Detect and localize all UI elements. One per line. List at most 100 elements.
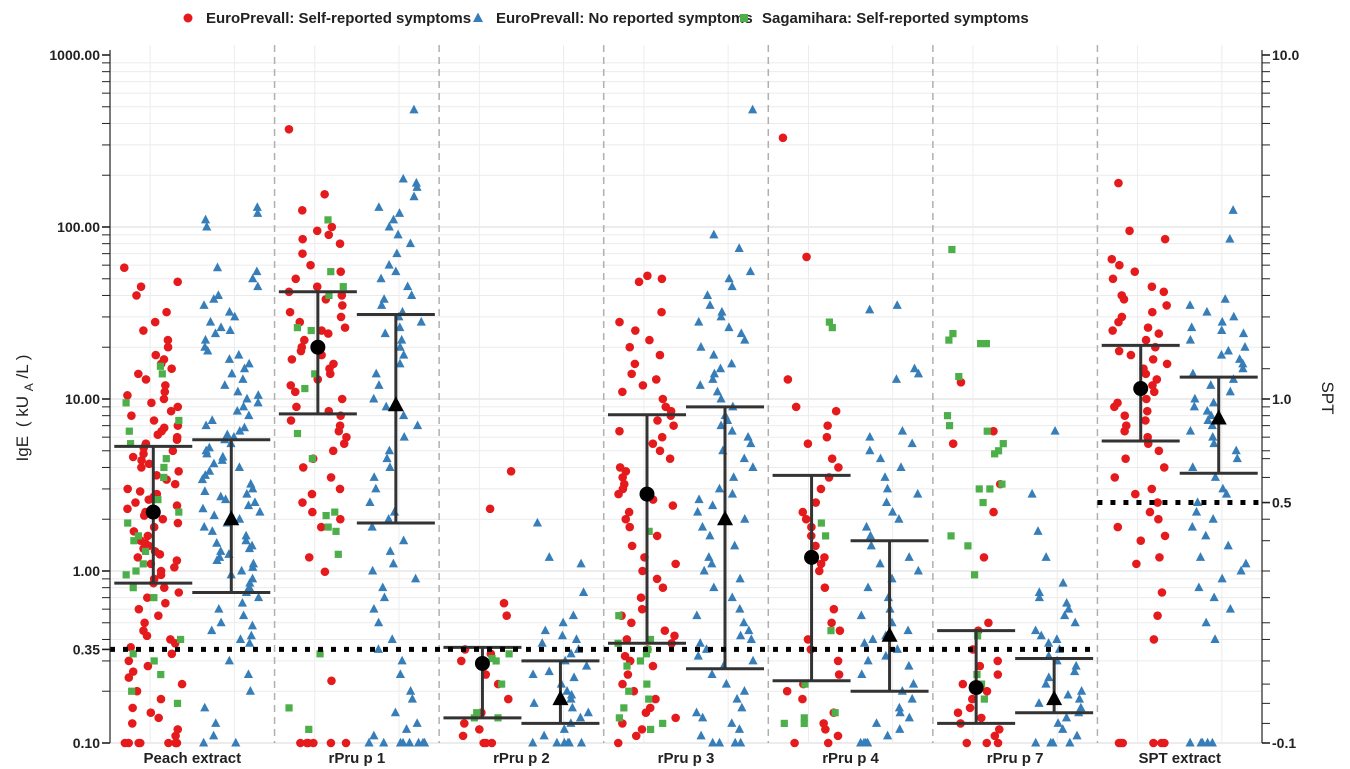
data-point-symptoms — [1143, 323, 1153, 332]
data-point-no-symptoms — [708, 374, 718, 383]
data-point-no-symptoms — [557, 630, 568, 640]
data-point-symptoms — [317, 326, 326, 335]
data-point-sagamihara — [615, 714, 623, 722]
data-point-no-symptoms — [1185, 737, 1195, 747]
data-point-symptoms — [174, 588, 184, 597]
data-point-no-symptoms — [708, 737, 718, 747]
data-point-symptoms — [123, 504, 132, 514]
data-point-symptoms — [144, 495, 154, 504]
data-point-no-symptoms — [697, 521, 708, 531]
data-point-symptoms — [778, 133, 788, 143]
data-point-sagamihara — [983, 427, 991, 435]
data-point-no-symptoms — [559, 724, 569, 733]
data-point-no-symptoms — [250, 497, 260, 507]
median-marker — [968, 680, 984, 696]
data-point-symptoms — [655, 350, 665, 360]
data-point-symptoms — [337, 394, 347, 404]
data-point-symptoms — [133, 553, 143, 562]
data-point-sagamihara — [339, 283, 347, 291]
data-point-symptoms — [660, 626, 670, 635]
data-point-symptoms — [637, 725, 647, 734]
data-point-no-symptoms — [239, 422, 250, 432]
data-point-no-symptoms — [1209, 592, 1219, 602]
data-point-symptoms — [164, 738, 173, 748]
data-point-no-symptoms — [694, 494, 704, 504]
data-point-symptoms — [286, 381, 296, 390]
data-point-sagamihara — [979, 498, 987, 507]
data-point-no-symptoms — [1210, 472, 1221, 481]
data-point-no-symptoms — [1043, 638, 1054, 647]
threshold-layer — [110, 500, 1262, 652]
data-point-symptoms — [1110, 473, 1120, 482]
data-point-no-symptoms — [1065, 737, 1075, 747]
data-point-no-symptoms — [391, 266, 401, 276]
data-point-no-symptoms — [892, 644, 903, 653]
data-point-sagamihara — [324, 216, 332, 224]
data-point-no-symptoms — [369, 393, 379, 403]
data-point-no-symptoms — [696, 342, 706, 351]
data-point-no-symptoms — [698, 712, 708, 722]
data-point-symptoms — [286, 416, 296, 425]
data-point-no-symptoms — [371, 483, 381, 493]
data-point-symptoms — [790, 738, 799, 748]
data-point-symptoms — [142, 593, 152, 602]
data-point-symptoms — [150, 317, 160, 327]
data-point-symptoms — [1148, 381, 1157, 390]
data-point-no-symptoms — [411, 177, 421, 187]
data-point-symptoms — [312, 226, 322, 236]
data-point-no-symptoms — [224, 655, 234, 665]
data-point-symptoms — [989, 426, 998, 436]
data-point-no-symptoms — [214, 603, 224, 613]
data-point-symptoms — [962, 738, 972, 748]
data-point-no-symptoms — [397, 655, 407, 665]
data-point-sagamihara — [492, 657, 500, 665]
data-point-sagamihara — [800, 714, 808, 722]
data-point-no-symptoms — [875, 558, 885, 568]
data-point-no-symptoms — [209, 458, 219, 468]
data-point-no-symptoms — [1062, 597, 1072, 607]
data-point-sagamihara — [173, 699, 182, 707]
data-point-sagamihara — [964, 542, 972, 550]
data-point-no-symptoms — [566, 689, 577, 699]
data-point-symptoms — [325, 369, 335, 379]
data-point-sagamihara — [642, 650, 651, 658]
data-point-no-symptoms — [567, 702, 577, 712]
data-point-symptoms — [139, 449, 148, 459]
data-point-symptoms — [296, 738, 305, 748]
data-point-symptoms — [1162, 301, 1171, 310]
data-point-symptoms — [834, 463, 843, 472]
data-point-no-symptoms — [1185, 334, 1195, 344]
data-point-sagamihara — [645, 695, 653, 703]
data-point-sagamihara — [175, 508, 183, 516]
data-point-symptoms — [128, 667, 138, 676]
data-point-symptoms — [336, 514, 345, 524]
data-point-no-symptoms — [221, 494, 231, 504]
data-point-sagamihara — [947, 532, 955, 540]
y2-tick-label: 0.5 — [1272, 495, 1292, 511]
category-label: rPru p 3 — [658, 750, 715, 767]
data-point-no-symptoms — [213, 290, 223, 299]
data-point-no-symptoms — [399, 410, 409, 420]
data-point-no-symptoms — [1220, 294, 1230, 303]
data-point-no-symptoms — [692, 610, 702, 620]
data-point-no-symptoms — [395, 737, 406, 747]
data-point-symptoms — [977, 713, 986, 723]
data-point-no-symptoms — [1189, 401, 1199, 411]
data-point-symptoms — [131, 498, 140, 507]
data-point-no-symptoms — [1218, 483, 1228, 493]
data-point-symptoms — [172, 435, 182, 444]
median-marker — [223, 510, 240, 526]
data-point-sagamihara — [817, 519, 825, 527]
data-point-no-symptoms — [1074, 693, 1085, 703]
data-point-symptoms — [340, 323, 350, 332]
data-point-sagamihara — [316, 650, 324, 658]
data-point-no-symptoms — [903, 625, 913, 635]
data-point-no-symptoms — [209, 294, 219, 303]
data-point-no-symptoms — [1053, 718, 1063, 727]
data-point-no-symptoms — [403, 281, 413, 291]
data-point-no-symptoms — [562, 686, 572, 695]
data-point-no-symptoms — [1221, 488, 1232, 498]
data-point-symptoms — [172, 738, 182, 748]
data-point-sagamihara — [124, 519, 132, 527]
data-point-no-symptoms — [385, 546, 395, 555]
